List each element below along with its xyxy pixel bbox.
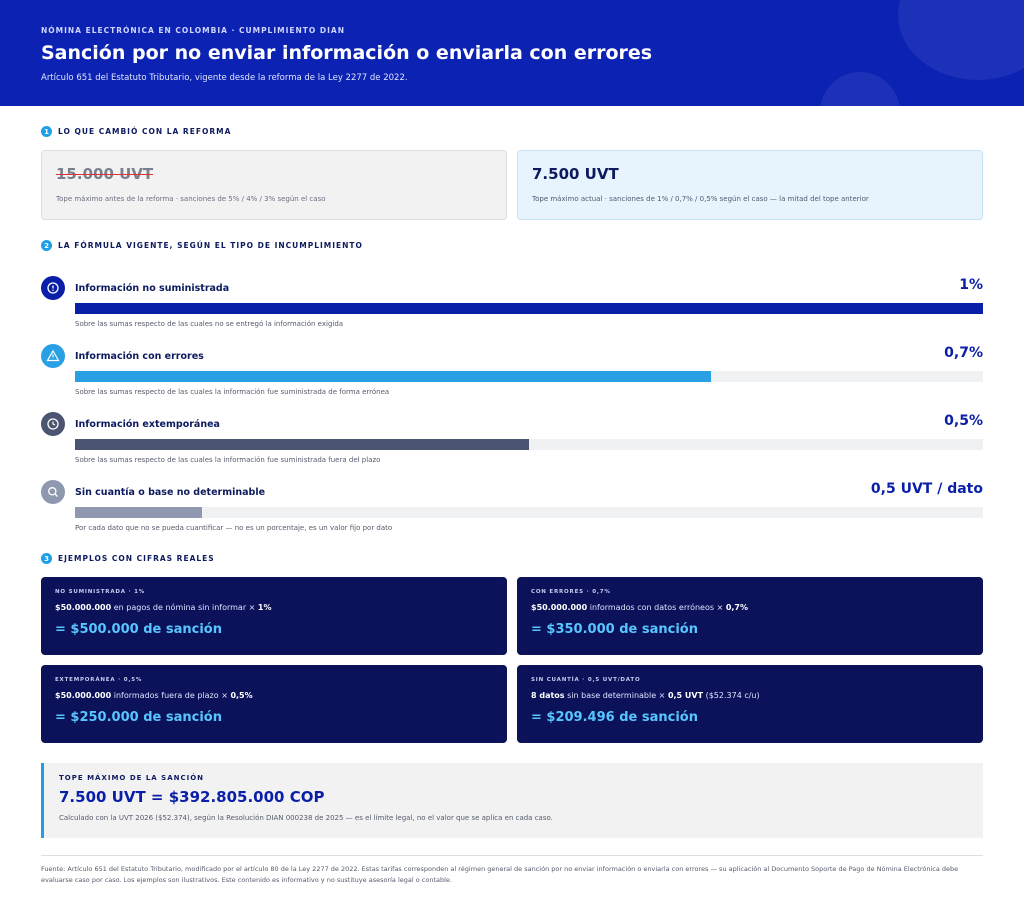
example-text: en pagos de nómina sin informar × [111,603,258,612]
bar [75,303,983,314]
example-tag: NO SUMINISTRADA · 1% [55,589,146,595]
row-title: Información no suministrada [75,283,230,294]
after-card: 7.500 UVT Tope máximo actual · sanciones… [517,150,983,220]
row-note: Por cada dato que no se pueda cuantifica… [75,524,393,532]
section-label: 2 LA FÓRMULA VIGENTE, SEGÚN EL TIPO DE IN… [41,240,363,251]
row-title: Información extemporánea [75,419,220,430]
bar-track [75,439,983,450]
section-number: 1 [41,126,52,137]
row-note: Sobre las sumas respecto de las cuales n… [75,320,344,328]
section-title: EJEMPLOS CON CIFRAS REALES [58,554,215,563]
example-text: 0,7% [725,603,748,612]
example-result: = $250.000 de sanción [55,710,222,725]
example-card: CON ERRORES · 0,7% $50.000.000 informados… [517,577,983,655]
example-text: ($52.374 c/u) [703,691,760,700]
row-note: Sobre las sumas respecto de las cuales l… [75,388,390,396]
example-card: EXTEMPORÁNEA · 0,5% $50.000.000 informado… [41,665,507,743]
example-text: $50.000.000 [55,691,112,700]
icon [41,480,65,504]
before-note: Tope máximo antes de la reforma · sancio… [56,195,326,203]
icon-glyph [46,349,60,362]
cap-value: 7.500 UVT = $392.805.000 COP [59,788,325,806]
example-card: SIN CUANTÍA · 0,5 UVT/DATO 8 datos sin ba… [517,665,983,743]
icon-glyph [48,487,58,497]
decor [898,0,1024,80]
decor [820,72,900,106]
icon [41,412,65,436]
subtitle: Artículo 651 del Estatuto Tributario, vi… [41,73,408,83]
cap-box: TOPE MÁXIMO DE LA SANCIÓN 7.500 UVT = $3… [41,763,983,838]
kicker: NÓMINA ELECTRÓNICA EN COLOMBIA · CUMPLIM… [41,26,345,35]
example-text: 0,5 UVT [667,691,704,700]
example-text: 8 datos [531,691,565,700]
example-line: $50.000.000 informados fuera de plazo × … [55,691,493,700]
section-title: LO QUE CAMBIÓ CON LA REFORMA [58,127,232,136]
example-text: $50.000.000 [531,603,588,612]
example-result: = $209.496 de sanción [531,710,698,725]
example-line: $50.000.000 informados con datos erróneo… [531,603,969,612]
bar [75,439,529,450]
row-rate: 0,5 UVT / dato [870,481,983,497]
example-text: sin base determinable × [564,691,668,700]
title: Sanción por no enviar información o envi… [41,42,653,64]
example-tag: SIN CUANTÍA · 0,5 UVT/DATO [531,677,641,683]
bar-track [75,507,983,518]
row-rate: 1% [959,277,983,293]
footer: Fuente: Artículo 651 del Estatuto Tribut… [41,865,959,884]
section-label: 1 LO QUE CAMBIÓ CON LA REFORMA [41,126,231,137]
section-label: 3 EJEMPLOS CON CIFRAS REALES [41,553,215,564]
example-text: 0,5% [230,691,253,700]
cap-label: TOPE MÁXIMO DE LA SANCIÓN [59,774,205,782]
section-number: 3 [41,553,52,564]
row-note: Sobre las sumas respecto de las cuales l… [75,456,381,464]
icon-glyph [47,418,59,430]
before-value: 15.000 UVT [56,165,154,183]
example-text: 1% [257,603,272,612]
after-value: 7.500 UVT [532,165,619,183]
example-text: informados con datos erróneos × [587,603,726,612]
divider [41,855,983,856]
bar [75,507,203,518]
section-number: 2 [41,240,52,251]
example-text: informados fuera de plazo × [111,691,231,700]
after-note: Tope máximo actual · sanciones de 1% / 0… [532,195,869,203]
example-tag: EXTEMPORÁNEA · 0,5% [55,677,143,683]
icon [41,344,65,368]
example-tag: CON ERRORES · 0,7% [531,589,611,595]
icon-glyph [47,282,59,294]
row-title: Información con errores [75,351,204,362]
example-result: = $500.000 de sanción [55,622,222,637]
row-title: Sin cuantía o base no determinable [75,487,266,498]
bar [75,371,711,382]
example-result: = $350.000 de sanción [531,622,698,637]
example-line: $50.000.000 en pagos de nómina sin infor… [55,603,493,612]
example-line: 8 datos sin base determinable × 0,5 UVT … [531,691,969,700]
icon [41,276,65,300]
row-rate: 0,5% [944,413,983,429]
row-rate: 0,7% [944,345,983,361]
header: NÓMINA ELECTRÓNICA EN COLOMBIA · CUMPLIM… [0,0,1024,106]
section-title: LA FÓRMULA VIGENTE, SEGÚN EL TIPO DE INC… [58,241,363,250]
cap-note: Calculado con la UVT 2026 ($52.374), seg… [59,814,553,822]
before-card: 15.000 UVT Tope máximo antes de la refor… [41,150,507,220]
example-text: $50.000.000 [55,603,112,612]
example-card: NO SUMINISTRADA · 1% $50.000.000 en pagos… [41,577,507,655]
